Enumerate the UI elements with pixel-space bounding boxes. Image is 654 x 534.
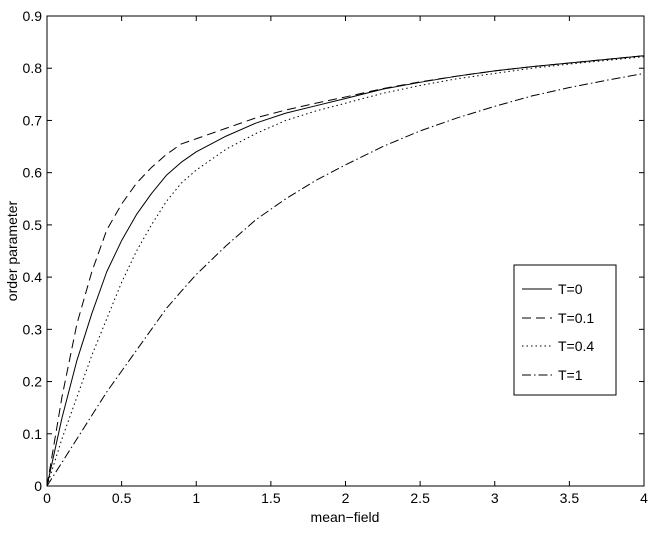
x-tick-label: 1 — [192, 490, 200, 506]
y-axis: 0 0.1 0.2 0.3 0.4 0.5 0.6 0.7 0.8 0.9 — [23, 8, 644, 494]
y-tick-label: 0 — [34, 478, 42, 494]
x-axis-label: mean−field — [311, 509, 380, 525]
x-tick-label: 3.5 — [560, 490, 580, 506]
x-axis: 0 0.5 1 1.5 2 2.5 3 3.5 4 — [43, 16, 648, 506]
y-tick-label: 0.9 — [23, 8, 43, 24]
y-axis-label: order parameter — [4, 200, 20, 301]
x-tick-label: 0 — [43, 490, 51, 506]
y-tick-label: 0.5 — [23, 217, 43, 233]
x-tick-label: 3 — [491, 490, 499, 506]
legend-label-1: T=0 — [558, 281, 583, 297]
series-line-3 — [46, 56, 645, 487]
y-tick-label: 0.8 — [23, 60, 43, 76]
plot-area — [46, 15, 645, 487]
y-tick-label: 0.7 — [23, 112, 43, 128]
x-tick-label: 4 — [640, 490, 648, 506]
series-line-4 — [46, 72, 645, 487]
legend-label-3: T=0.4 — [558, 338, 594, 354]
x-tick-label: 0.5 — [112, 490, 132, 506]
y-tick-label: 0.4 — [23, 269, 43, 285]
y-tick-label: 0.1 — [23, 426, 43, 442]
series-line-2 — [46, 55, 645, 487]
series-layer — [46, 55, 645, 487]
y-tick-label: 0.2 — [23, 374, 43, 390]
legend-box — [513, 264, 617, 396]
legend-label-4: T=1 — [558, 367, 583, 383]
x-tick-label: 2 — [342, 490, 350, 506]
x-tick-label: 1.5 — [261, 490, 281, 506]
y-tick-label: 0.3 — [23, 321, 43, 337]
legend: T=0 T=0.1 T=0.4 T=1 — [513, 264, 617, 396]
legend-label-2: T=0.1 — [558, 310, 594, 326]
x-tick-label: 2.5 — [410, 490, 430, 506]
y-tick-label: 0.6 — [23, 165, 43, 181]
